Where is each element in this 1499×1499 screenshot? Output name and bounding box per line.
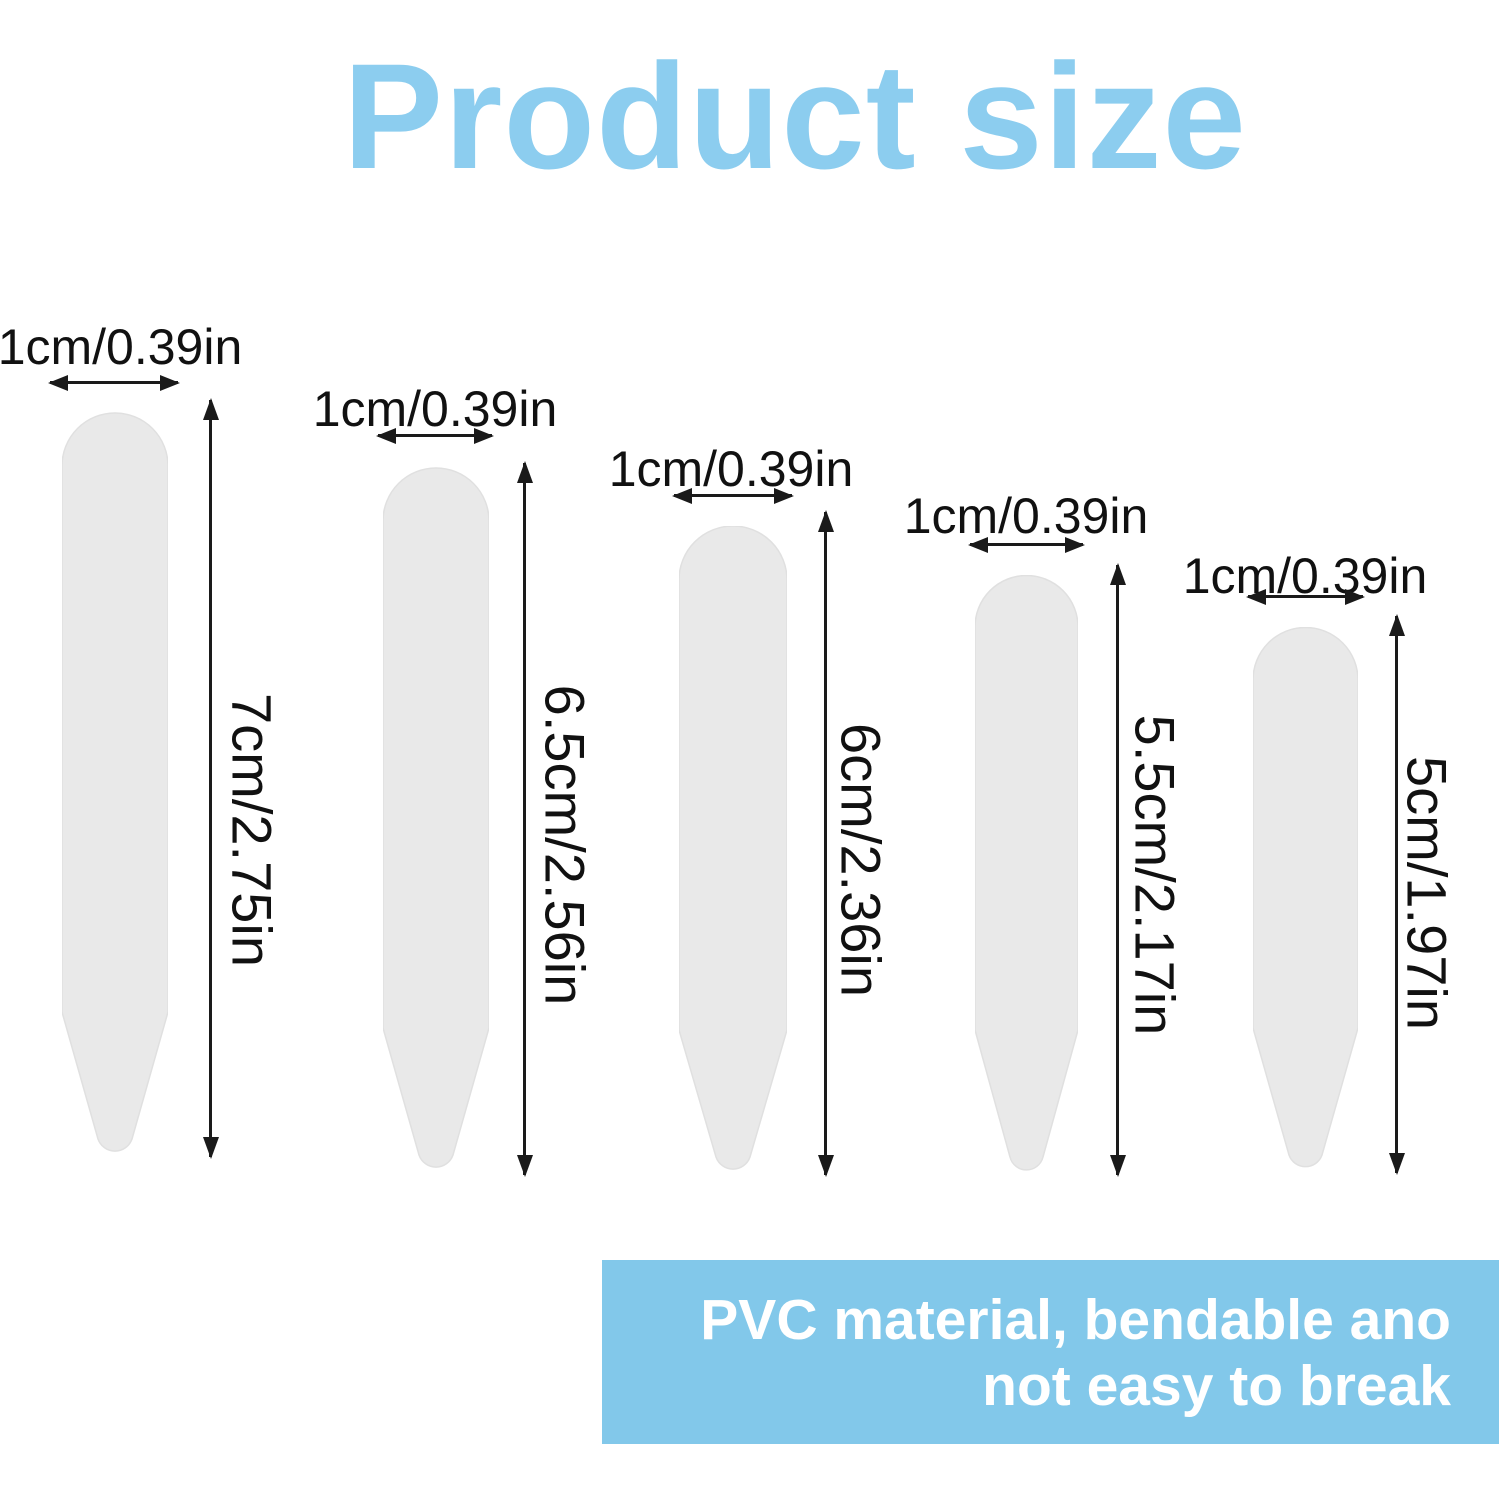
plant-label-stake [679, 526, 787, 1170]
height-dimension-label: 6.5cm/2.56in [533, 684, 597, 1006]
width-dimension-label: 1cm/0.39in [903, 488, 1149, 544]
width-dimension-label: 1cm/0.39in [608, 441, 854, 497]
width-dimension-label: 1cm/0.39in [1182, 548, 1428, 604]
height-arrow [517, 461, 533, 1177]
width-dimension-label: 1cm/0.39in [312, 381, 558, 437]
plant-label-stake [62, 412, 168, 1152]
banner-text-line1: PVC material, bendable ano [700, 1288, 1451, 1352]
height-dimension-label: 6cm/2.36in [829, 723, 893, 997]
height-arrow [1389, 614, 1405, 1175]
page-title: Product size [343, 32, 1247, 200]
width-arrow [672, 488, 794, 504]
width-arrow [376, 428, 494, 444]
width-dimension-label: 1cm/0.39in [0, 319, 243, 375]
banner-text-line2: not easy to break [982, 1354, 1451, 1418]
height-arrow [1110, 563, 1126, 1177]
width-arrow [1246, 589, 1365, 605]
height-dimension-label: 5.5cm/2.17in [1123, 714, 1187, 1036]
width-arrow [48, 375, 180, 391]
plant-label-stake [975, 575, 1078, 1171]
width-arrow [968, 537, 1085, 553]
height-dimension-label: 5cm/1.97in [1395, 756, 1459, 1030]
plant-label-stake [1253, 627, 1358, 1168]
height-arrow [203, 398, 219, 1159]
height-arrow [818, 510, 834, 1177]
material-info-banner: PVC material, bendable ano not easy to b… [602, 1260, 1499, 1444]
plant-label-stake [383, 467, 489, 1168]
height-dimension-label: 7cm/2.75in [220, 693, 284, 967]
